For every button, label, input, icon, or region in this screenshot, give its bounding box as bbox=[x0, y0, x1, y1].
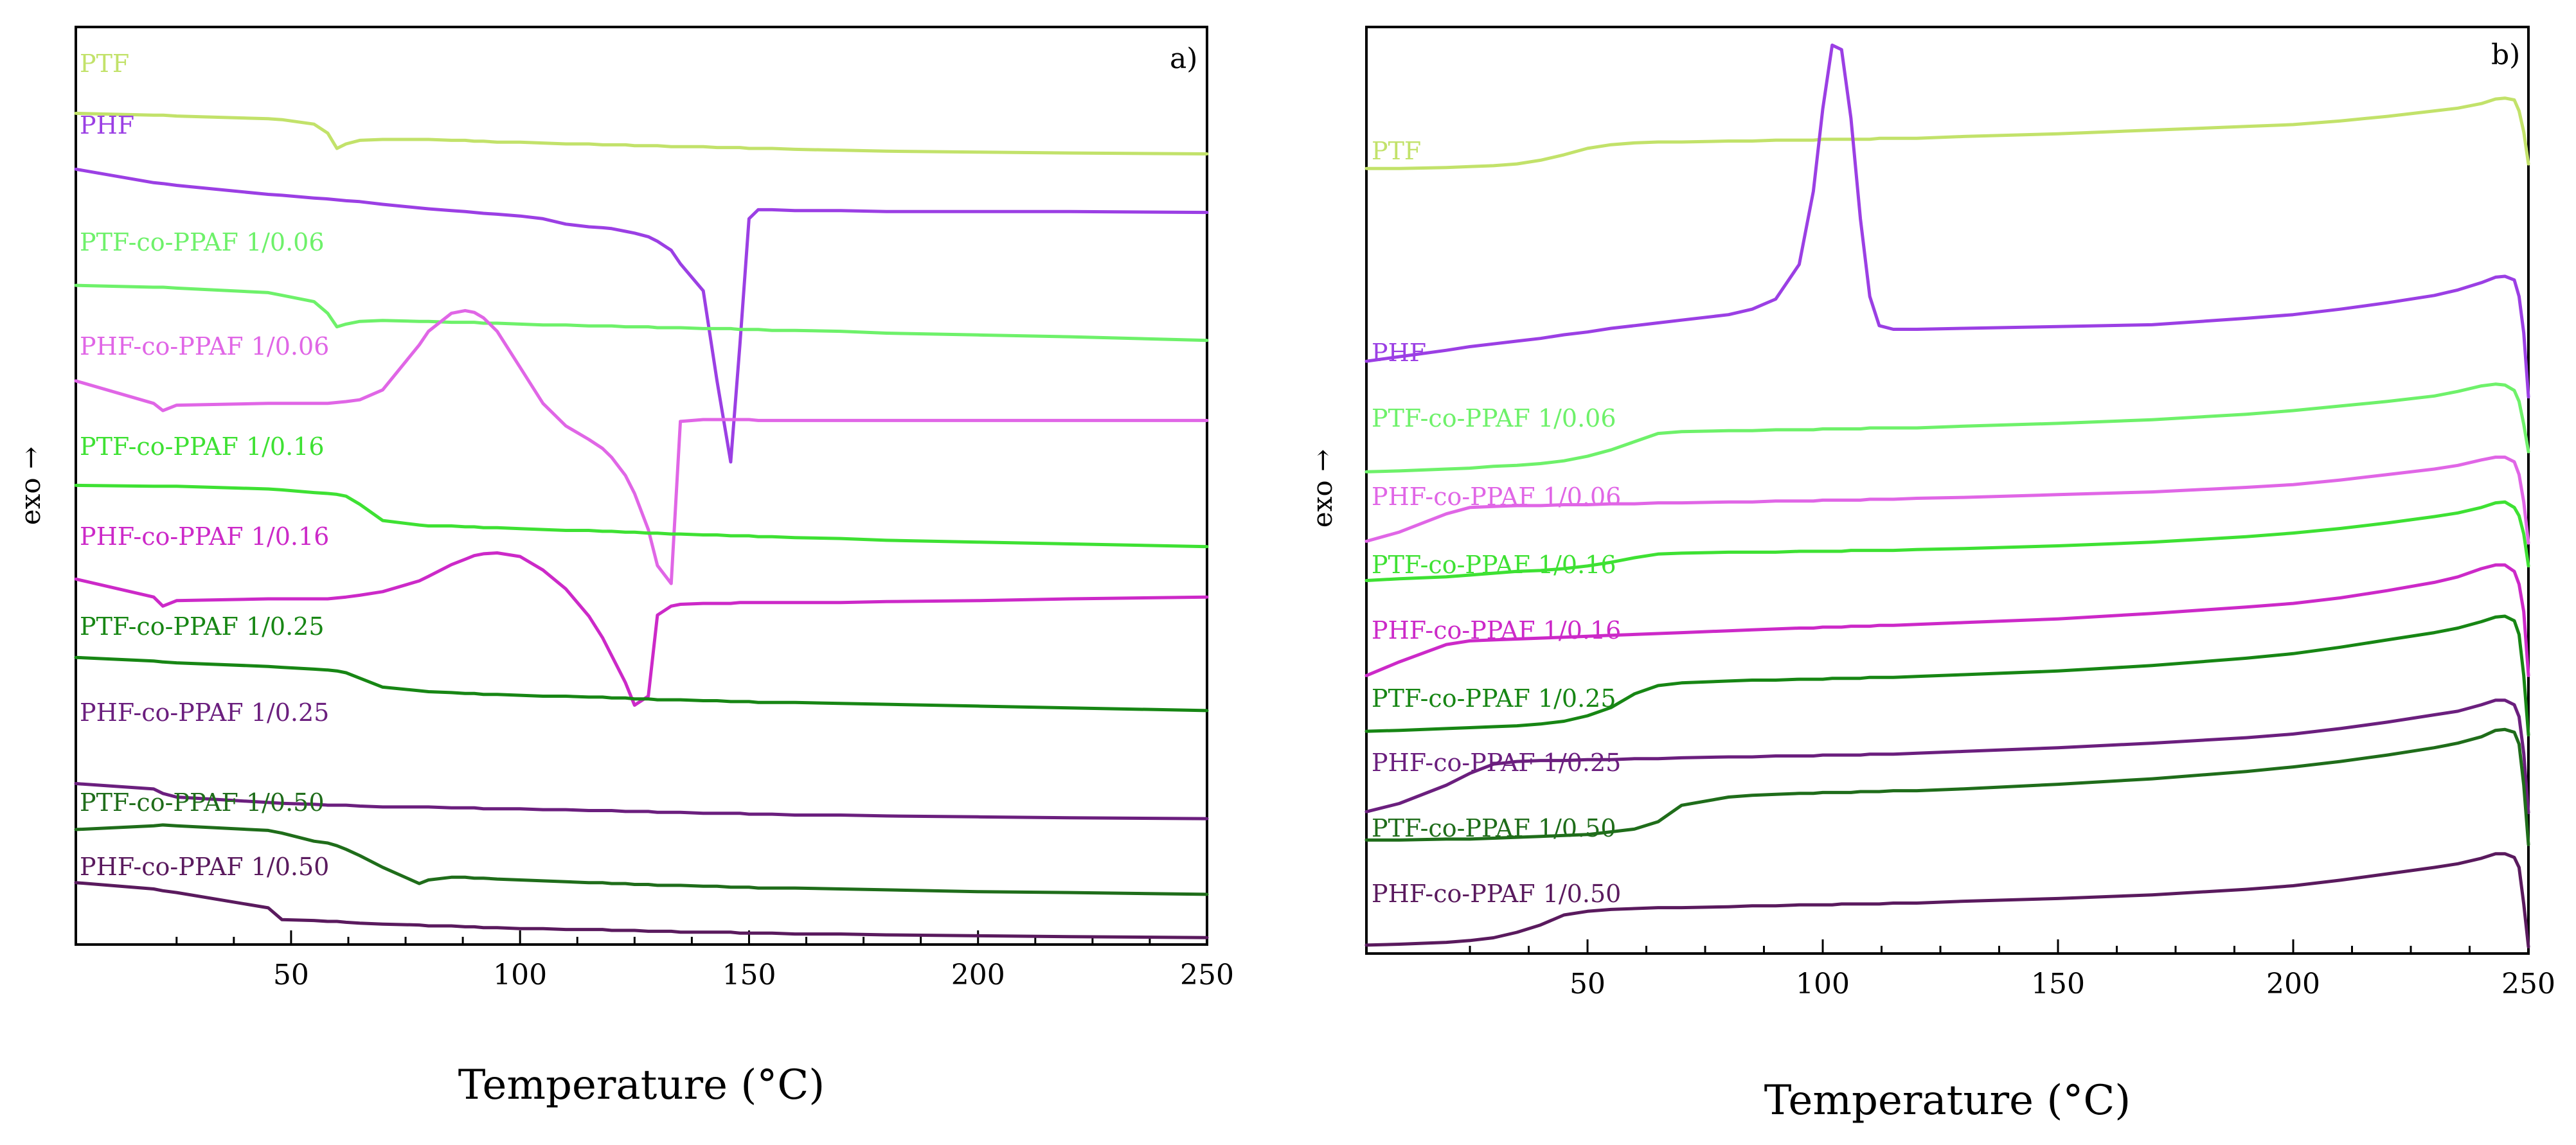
panel-a-series-label-10: PHF-co-PPAF 1/0.50 bbox=[80, 853, 329, 881]
panel-a-x-axis-title: Temperature (°C) bbox=[458, 1061, 825, 1109]
panel-a-series-line-2 bbox=[74, 167, 1209, 464]
panel-b-series-label-3: PTF-co-PPAF 1/0.06 bbox=[1372, 404, 1616, 432]
panel-a-tick-label-50: 50 bbox=[273, 959, 309, 991]
panel-a-series-line-9 bbox=[74, 823, 1209, 896]
panel-b-series-line-9 bbox=[1364, 727, 2530, 846]
panel-b-series-line-1 bbox=[1364, 96, 2530, 170]
panel-b-series-label-5: PTF-co-PPAF 1/0.16 bbox=[1372, 551, 1616, 579]
panel-a-series-line-3 bbox=[74, 283, 1209, 342]
panel-b-series-label-6: PHF-co-PPAF 1/0.16 bbox=[1372, 616, 1621, 644]
panel-b-series-line-5 bbox=[1364, 500, 2530, 582]
panel-b-series-label-1: PTF bbox=[1372, 137, 1421, 165]
panel-b-series-line-8 bbox=[1364, 698, 2530, 815]
panel-b-tick-label-100: 100 bbox=[1796, 968, 1850, 1000]
panel-b-series-label-4: PHF-co-PPAF 1/0.06 bbox=[1372, 483, 1621, 511]
panel-b-tag: b) bbox=[2491, 39, 2520, 71]
panel-b-series-label-7: PTF-co-PPAF 1/0.25 bbox=[1372, 684, 1616, 713]
panel-a-chart: 50 100 150 200 250 PTF PHF PTF-co-PPAF 1/0.0… bbox=[15, 26, 1234, 1109]
panel-b-x-axis-title: Temperature (°C) bbox=[1764, 1077, 2131, 1124]
panel-a-series-line-4 bbox=[74, 308, 1209, 585]
panel-b-series-label-10: PHF-co-PPAF 1/0.50 bbox=[1372, 880, 1621, 908]
panel-a-series-label-5: PTF-co-PPAF 1/0.16 bbox=[80, 432, 325, 461]
panel-a-y-axis-title: exo → bbox=[15, 447, 46, 525]
panel-a-series-line-6 bbox=[74, 551, 1209, 707]
panel-a-series-line-1 bbox=[74, 111, 1209, 155]
panel-b-series-lines bbox=[1364, 43, 2530, 949]
panel-a-tag: a) bbox=[1170, 42, 1197, 75]
panel-a-series-label-8: PHF-co-PPAF 1/0.25 bbox=[80, 698, 329, 727]
panel-a-series-label-2: PHF bbox=[80, 111, 134, 139]
panel-b-series-line-2 bbox=[1364, 43, 2530, 399]
panel-b-tick-label-250: 250 bbox=[2501, 968, 2555, 1000]
panel-a-x-ticks: 50 100 150 200 250 bbox=[175, 930, 1234, 991]
panel-a-series-line-7 bbox=[74, 655, 1209, 713]
panel-b-tick-label-150: 150 bbox=[2031, 968, 2085, 1000]
panel-a-series-label-6: PHF-co-PPAF 1/0.16 bbox=[80, 522, 329, 551]
panel-b-x-ticks: 50 100 150 200 250 bbox=[1469, 939, 2555, 1000]
panel-b-series-line-7 bbox=[1364, 614, 2530, 737]
panel-b-series-label-2: PHF bbox=[1372, 339, 1426, 367]
panel-b-tick-label-200: 200 bbox=[2266, 968, 2320, 1000]
panel-b-series-line-4 bbox=[1364, 456, 2530, 545]
panel-b-series-label-9: PTF-co-PPAF 1/0.50 bbox=[1372, 814, 1616, 842]
panel-a-series-label-7: PTF-co-PPAF 1/0.25 bbox=[80, 612, 325, 641]
panel-b-tick-label-50: 50 bbox=[1570, 968, 1606, 1000]
panel-a-tick-label-200: 200 bbox=[951, 959, 1005, 991]
panel-b-series-line-3 bbox=[1364, 382, 2530, 474]
panel-a-series-line-10 bbox=[74, 881, 1209, 939]
panel-a-series-label-9: PTF-co-PPAF 1/0.50 bbox=[80, 788, 325, 817]
panel-a-series-line-5 bbox=[74, 483, 1209, 549]
panel-b-chart: 50 100 150 200 250 PTF PHF PTF-co-PPAF 1/0.0… bbox=[1307, 26, 2555, 1124]
panel-a-series-line-8 bbox=[74, 782, 1209, 821]
panel-b-series-line-10 bbox=[1364, 852, 2530, 949]
panel-b-frame bbox=[1365, 26, 2530, 955]
panel-a-series-lines bbox=[74, 111, 1209, 939]
panel-a-tick-label-150: 150 bbox=[722, 959, 776, 991]
panel-a-series-label-3: PTF-co-PPAF 1/0.06 bbox=[80, 228, 325, 256]
panel-a-tick-label-250: 250 bbox=[1180, 959, 1234, 991]
panel-a-series-label-1: PTF bbox=[80, 49, 129, 78]
panel-a-series-label-4: PHF-co-PPAF 1/0.06 bbox=[80, 332, 329, 360]
panel-b-series-line-6 bbox=[1364, 563, 2530, 677]
panel-b-series-label-8: PHF-co-PPAF 1/0.25 bbox=[1372, 749, 1621, 777]
panel-a-tick-label-100: 100 bbox=[493, 959, 547, 991]
panel-b-y-axis-title: exo → bbox=[1307, 449, 1338, 528]
